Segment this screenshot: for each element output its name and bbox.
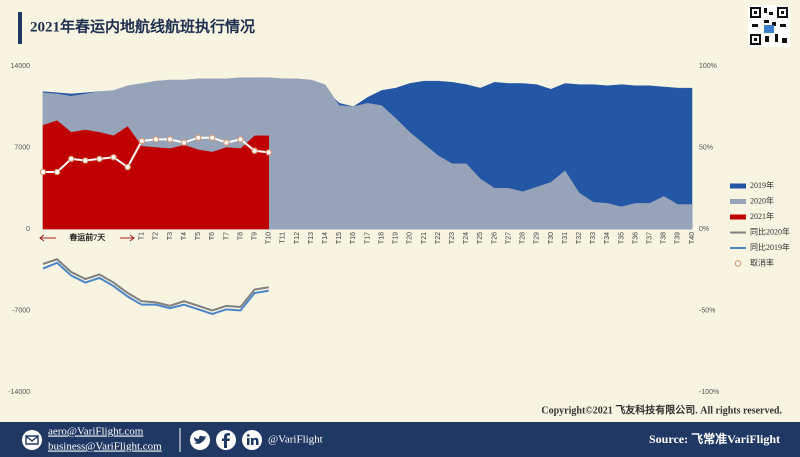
x-tick-label: T11 — [280, 232, 287, 244]
y-tick-label: -14000 — [8, 389, 30, 396]
page-title: 2021年春运内地航线航班执行情况 — [30, 17, 255, 35]
x-tick-label: T23 — [449, 232, 456, 244]
x-tick-label: T12 — [294, 232, 301, 244]
marker — [180, 139, 188, 146]
x-tick-label: T8 — [237, 232, 244, 240]
marker — [251, 147, 258, 154]
legend-label: 2021年 — [750, 211, 774, 221]
x-tick-label: T34 — [604, 232, 611, 244]
marker — [209, 134, 216, 141]
legend-swatch — [730, 214, 746, 220]
x-tick-label: T21 — [421, 232, 428, 244]
x-tick-label: T13 — [308, 232, 315, 244]
y2-tick-label: -50% — [699, 307, 715, 314]
x-tick-label: T35 — [618, 232, 625, 244]
marker — [223, 139, 230, 146]
legend-label: 同比2020年 — [750, 226, 790, 236]
x-tick-label: T10 — [266, 232, 273, 244]
x-tick-label: T14 — [322, 232, 329, 244]
arrow-head — [39, 234, 45, 242]
area — [42, 120, 269, 230]
x-tick-label: T18 — [378, 232, 385, 244]
marker — [194, 134, 202, 141]
x-tick-label: T40 — [689, 232, 696, 244]
marker — [110, 154, 117, 161]
y-tick-label: 14000 — [11, 63, 31, 70]
x-tick-label: T9 — [251, 232, 258, 240]
annotation: 春运前7天 — [69, 232, 106, 242]
x-tick-label: T32 — [576, 232, 583, 244]
x-tick-label: T36 — [632, 232, 639, 244]
footer: aero@VariFlight.com business@VariFlight.… — [0, 422, 800, 457]
email[interactable]: business@VariFlight.com — [48, 441, 162, 453]
x-tick-label: T28 — [520, 232, 527, 244]
x-tick-label: T37 — [647, 232, 654, 244]
x-tick-label: T19 — [393, 232, 400, 244]
marker — [124, 163, 131, 171]
title-bar — [18, 12, 22, 44]
email[interactable]: aero@VariFlight.com — [48, 426, 144, 438]
x-tick-label: T2 — [153, 232, 160, 240]
x-tick-label: T24 — [463, 232, 470, 244]
qr-code — [748, 5, 790, 47]
marker — [265, 149, 272, 156]
line — [42, 258, 269, 312]
x-tick-label: T7 — [223, 232, 230, 240]
chart: -14000 -7000 0 7000 14000 -100% -50% 0% 50% 100% T… — [8, 63, 790, 396]
x-tick-label: T39 — [675, 232, 682, 244]
legend-swatch — [730, 199, 746, 204]
marker — [82, 157, 89, 164]
marker — [68, 155, 75, 163]
x-tick-label: T20 — [407, 232, 414, 244]
legend-label: 同比2019年 — [750, 242, 790, 252]
source: Source: 飞常准VariFlight — [649, 431, 780, 446]
copyright: Copyright©2021 飞友科技有限公司. All rights rese… — [541, 403, 782, 416]
line — [42, 261, 269, 316]
legend-label: 2020年 — [750, 195, 774, 205]
marker — [96, 155, 103, 163]
legend-label: 取消率 — [750, 257, 774, 267]
y2-tick-label: -100% — [699, 389, 719, 396]
x-tick-label: T5 — [195, 232, 202, 240]
x-tick-label: T26 — [491, 232, 498, 244]
handle: @VariFlight — [268, 434, 323, 446]
y2-tick-label: 0% — [699, 226, 709, 233]
arrow-head — [129, 234, 135, 242]
marker — [39, 168, 47, 176]
marker — [166, 136, 174, 143]
y-tick-label: 0 — [26, 226, 30, 233]
y-tick-label: -7000 — [12, 307, 30, 314]
marker — [138, 137, 145, 145]
x-tick-label: T15 — [336, 232, 343, 244]
x-tick-label: T4 — [181, 232, 188, 240]
x-tick-label: T3 — [167, 232, 174, 240]
x-tick-label: T31 — [562, 232, 569, 244]
x-tick-label: T16 — [350, 232, 357, 244]
x-tick-label: T17 — [364, 232, 371, 244]
x-tick-label: T30 — [548, 232, 555, 244]
marker — [237, 136, 244, 143]
y-tick-label: 7000 — [14, 144, 30, 151]
marker — [53, 168, 61, 176]
marker — [152, 136, 160, 143]
x-tick-label: T25 — [477, 232, 484, 244]
x-tick-label: T27 — [505, 232, 512, 244]
x-tick-label: T29 — [534, 232, 541, 244]
x-tick-label: T6 — [209, 232, 216, 240]
y2-tick-label: 50% — [699, 144, 713, 151]
x-tick-label: T38 — [661, 232, 668, 244]
legend-swatch — [730, 183, 746, 189]
x-tick-label: T22 — [435, 232, 442, 244]
x-tick-label: T33 — [590, 232, 597, 244]
y2-tick-label: 100% — [699, 63, 717, 70]
x-tick-label: T1 — [139, 232, 146, 240]
legend-label: 2019年 — [750, 180, 774, 190]
legend-swatch — [734, 260, 742, 267]
